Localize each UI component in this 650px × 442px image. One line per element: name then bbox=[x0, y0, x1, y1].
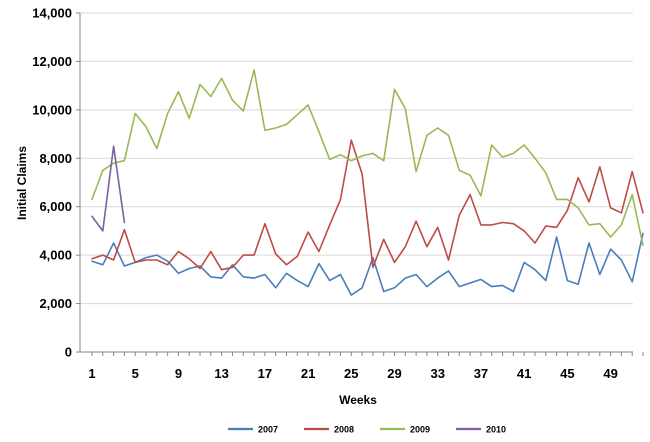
x-tick-label: 13 bbox=[214, 366, 228, 381]
y-axis-title: Initial Claims bbox=[15, 146, 29, 220]
y-tick-label: 14,000 bbox=[32, 6, 72, 21]
axes bbox=[76, 12, 644, 356]
legend: 2007 2008 2009 2010 bbox=[228, 425, 506, 435]
x-tick-label: 29 bbox=[387, 366, 401, 381]
y-tick-label: 0 bbox=[65, 345, 72, 360]
x-tick-label: 9 bbox=[175, 366, 182, 381]
series-line-2010 bbox=[91, 145, 126, 232]
x-tick-label: 17 bbox=[258, 366, 272, 381]
series-lines bbox=[91, 69, 644, 296]
y-tick-label: 6,000 bbox=[39, 199, 72, 214]
x-tick-label: 37 bbox=[474, 366, 488, 381]
y-tick-label: 2,000 bbox=[39, 296, 72, 311]
x-axis-title: Weeks bbox=[339, 393, 377, 407]
legend-item-2008: 2008 bbox=[304, 425, 354, 435]
y-tick-label: 10,000 bbox=[32, 102, 72, 117]
legend-item-2010: 2010 bbox=[456, 425, 506, 435]
x-tick-label: 5 bbox=[132, 366, 139, 381]
x-tick-label: 41 bbox=[517, 366, 531, 381]
tick-labels: 0 2,000 4,000 6,000 8,000 10,000 12,000 14,000 1… bbox=[32, 6, 618, 382]
legend-label: 2008 bbox=[334, 425, 354, 435]
x-tick-label: 33 bbox=[430, 366, 444, 381]
y-tick-label: 12,000 bbox=[32, 54, 72, 69]
legend-item-2009: 2009 bbox=[380, 425, 430, 435]
y-tick-label: 4,000 bbox=[39, 248, 72, 263]
legend-label: 2007 bbox=[258, 425, 278, 435]
x-tick-label: 25 bbox=[344, 366, 358, 381]
x-tick-label: 21 bbox=[301, 366, 315, 381]
gridlines bbox=[80, 12, 633, 305]
legend-item-2007: 2007 bbox=[228, 425, 278, 435]
series-line-2009 bbox=[91, 69, 644, 247]
series-line-2008 bbox=[91, 139, 644, 271]
x-tick-label: 1 bbox=[88, 366, 95, 381]
y-tick-label: 8,000 bbox=[39, 151, 72, 166]
x-tick-label: 49 bbox=[603, 366, 617, 381]
series-line-2007 bbox=[91, 232, 644, 296]
legend-label: 2010 bbox=[486, 425, 506, 435]
legend-label: 2009 bbox=[410, 425, 430, 435]
x-tick-label: 45 bbox=[560, 366, 574, 381]
